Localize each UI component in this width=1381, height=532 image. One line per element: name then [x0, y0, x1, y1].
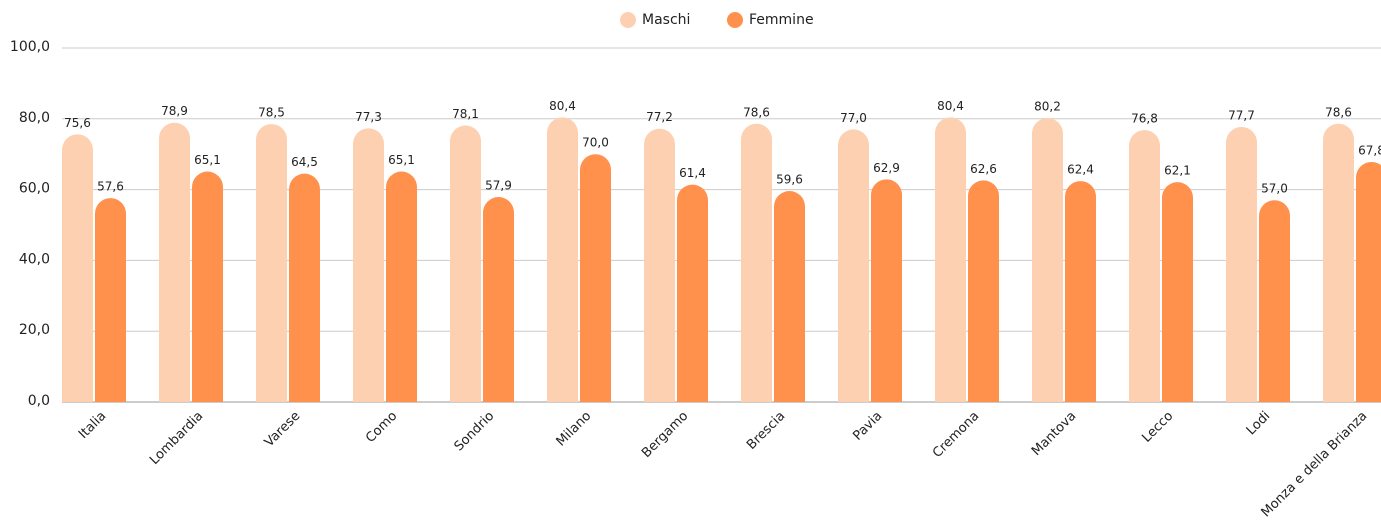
value-label: 70,0 [582, 136, 609, 150]
y-tick-label: 0,0 [28, 393, 50, 409]
bar [256, 124, 287, 403]
bar [935, 117, 966, 402]
value-label: 77,7 [1228, 108, 1255, 122]
value-label: 64,5 [291, 155, 318, 169]
bar [1356, 162, 1381, 402]
legend-swatch [727, 12, 743, 28]
bar [95, 198, 126, 402]
value-label: 59,6 [776, 173, 803, 187]
bar [677, 184, 708, 402]
x-tick-label: Lombardia [147, 409, 206, 468]
bar [968, 180, 999, 402]
bar [644, 128, 675, 402]
bar [1226, 126, 1257, 403]
legend-label: Femmine [749, 12, 814, 28]
x-tick-label: Monza e della Brianza [1259, 409, 1371, 521]
value-label: 57,9 [485, 179, 512, 193]
x-tick-label: Italia [76, 409, 109, 442]
bar [741, 123, 772, 403]
x-tick-label: Varese [262, 409, 303, 450]
x-tick-label: Lecco [1139, 409, 1176, 446]
bar [289, 173, 320, 402]
bar [62, 134, 93, 403]
bar [774, 191, 805, 402]
value-label: 77,0 [840, 111, 867, 125]
value-label: 80,4 [549, 99, 576, 113]
y-tick-label: 80,0 [19, 110, 50, 126]
value-label: 62,9 [873, 161, 900, 175]
value-label: 57,6 [97, 180, 124, 194]
bar [838, 129, 869, 403]
bar [386, 171, 417, 402]
y-tick-label: 20,0 [19, 322, 50, 338]
value-label: 76,8 [1131, 112, 1158, 126]
value-label: 80,4 [937, 99, 964, 113]
bar [192, 171, 223, 402]
bar [580, 154, 611, 402]
value-label: 61,4 [679, 166, 706, 180]
y-tick-label: 40,0 [19, 251, 50, 267]
x-tick-label: Pavia [850, 409, 885, 444]
value-label: 78,6 [743, 105, 770, 119]
value-label: 78,6 [1325, 105, 1352, 119]
value-label: 65,1 [388, 153, 415, 167]
x-tick-label: Cremona [930, 409, 982, 461]
x-tick-label: Mantova [1029, 409, 1079, 459]
value-label: 65,1 [194, 153, 221, 167]
bar [1032, 118, 1063, 403]
x-tick-label: Bergamo [639, 409, 691, 461]
x-tick-label: Como [363, 409, 400, 446]
value-label: 75,6 [64, 116, 91, 130]
bar [1323, 123, 1354, 403]
y-tick-label: 60,0 [19, 181, 50, 197]
value-label: 67,8 [1358, 143, 1381, 157]
value-label: 62,4 [1067, 163, 1094, 177]
value-label: 77,3 [355, 110, 382, 124]
bar [1162, 182, 1193, 402]
legend-swatch [620, 12, 636, 28]
value-label: 62,1 [1164, 164, 1191, 178]
value-label: 62,6 [970, 162, 997, 176]
bar [1129, 130, 1160, 403]
value-label: 80,2 [1034, 100, 1061, 114]
y-tick-label: 100,0 [10, 39, 50, 55]
value-label: 78,9 [161, 104, 188, 118]
x-tick-label: Milano [554, 409, 595, 450]
bar [1259, 200, 1290, 402]
bar [547, 117, 578, 402]
x-tick-label: Brescia [744, 409, 788, 453]
x-tick-label: Sondrio [452, 409, 498, 455]
value-label: 78,5 [258, 106, 285, 120]
bar [159, 122, 190, 402]
bar [483, 197, 514, 402]
x-tick-label: Lodi [1244, 409, 1274, 439]
value-label: 77,2 [646, 110, 673, 124]
bar [450, 125, 481, 402]
bar [1065, 181, 1096, 402]
bar [871, 179, 902, 402]
bar [353, 128, 384, 402]
value-label: 78,1 [452, 107, 479, 121]
value-label: 57,0 [1261, 182, 1288, 196]
legend-label: Maschi [642, 12, 690, 28]
